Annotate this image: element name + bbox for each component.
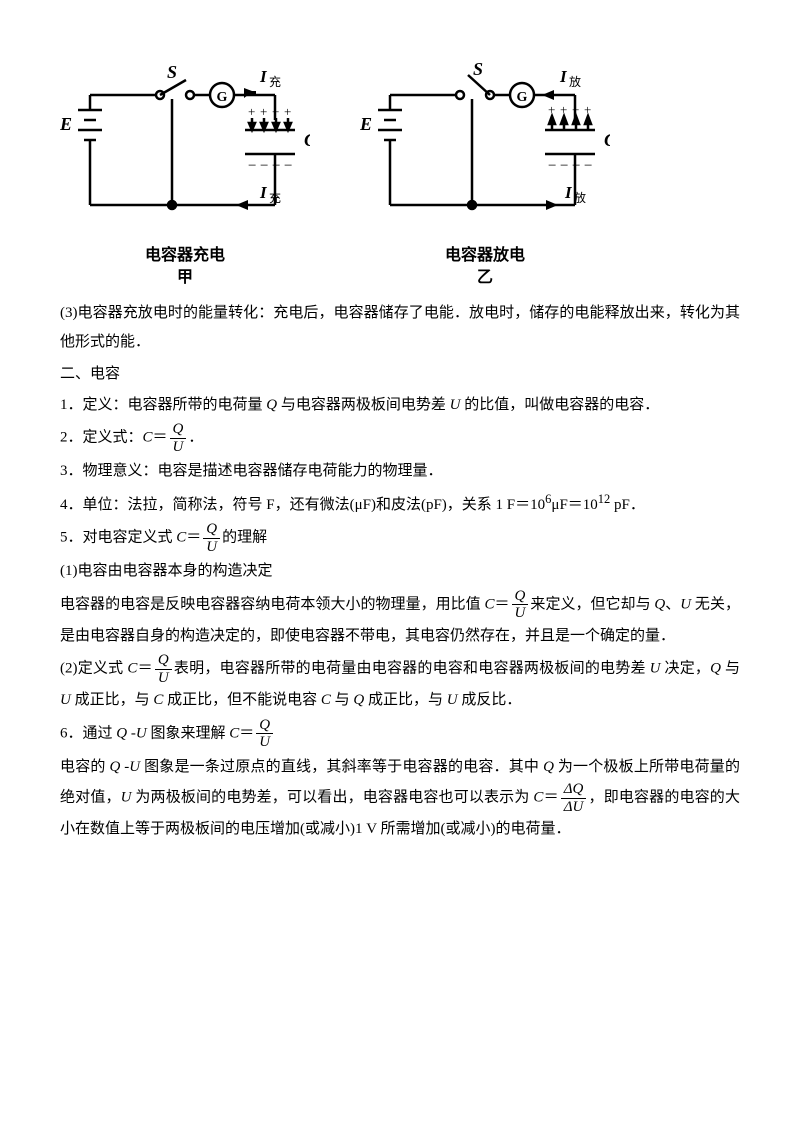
item-2-5-2: (2)定义式 C＝QU表明，电容器所带的电荷量由电容器的电容和电容器两极板间的电… <box>60 652 740 715</box>
item-2-4: 4．单位：法拉，简称法，符号 F，还有微法(μF)和皮法(pF)，关系 1 F＝… <box>60 488 740 520</box>
label-G: G <box>217 90 228 105</box>
label-Isub-top: 充 <box>269 74 281 89</box>
fraction-Q-over-U: QU <box>203 521 220 555</box>
label-Isub-bottom: 放 <box>574 190 586 205</box>
svg-text:+: + <box>248 104 255 119</box>
para-energy: (3)电容器充放电时的能量转化：充电后，电容器储存了电能．放电时，储存的电能释放… <box>60 299 740 356</box>
label-S: S <box>473 59 483 79</box>
svg-text:+: + <box>284 104 291 119</box>
svg-text:−: − <box>260 158 268 174</box>
fraction-Q-over-U: QU <box>256 717 273 751</box>
svg-text:+: + <box>572 102 579 117</box>
item-2-1: 1．定义：电容器所带的电荷量 Q 与电容器两极板间电势差 U 的比值，叫做电容器… <box>60 391 740 420</box>
label-C: C <box>604 130 610 150</box>
item-2-5-1-body: 电容器的电容是反映电容器容纳电荷本领大小的物理量，用比值 C＝QU来定义，但它却… <box>60 588 740 651</box>
section-2-title: 二、电容 <box>60 360 740 389</box>
svg-text:−: − <box>560 158 568 174</box>
svg-text:+: + <box>584 102 591 117</box>
label-S: S <box>167 62 177 82</box>
svg-text:−: − <box>272 158 280 174</box>
label-I-bottom: I <box>564 183 573 202</box>
item-2-5: 5．对电容定义式 C＝QU的理解 <box>60 521 740 555</box>
label-C: C <box>304 130 310 150</box>
caption-discharging: 电容器放电 乙 <box>360 245 610 290</box>
svg-text:+: + <box>272 104 279 119</box>
item-2-2: 2．定义式：C＝QU． <box>60 421 740 455</box>
fraction-Q-over-U: QU <box>155 652 172 686</box>
label-E: E <box>360 114 372 134</box>
caption-charging: 电容器充电 甲 <box>60 245 310 290</box>
label-Isub-bottom: 充 <box>269 190 281 205</box>
svg-text:+: + <box>260 104 267 119</box>
svg-text:+: + <box>548 102 555 117</box>
circuit-discharging-svg: S G I 放 E C + + + + − − − − I 放 <box>360 50 610 230</box>
fraction-dQ-over-dU: ΔQΔU <box>561 781 587 815</box>
label-I-bottom: I <box>259 183 268 202</box>
item-2-6: 6．通过 Q -U 图象来理解 C＝QU <box>60 717 740 751</box>
label-G: G <box>517 90 528 105</box>
diagram-discharging: S G I 放 E C + + + + − − − − I 放 电容器放电 乙 <box>360 50 610 289</box>
label-I-top: I <box>559 67 568 86</box>
label-E: E <box>60 114 72 134</box>
label-Isub-top: 放 <box>569 74 581 89</box>
svg-text:−: − <box>572 158 580 174</box>
svg-text:−: − <box>284 158 292 174</box>
svg-text:+: + <box>560 102 567 117</box>
svg-text:−: − <box>548 158 556 174</box>
fraction-Q-over-U: QU <box>512 588 529 622</box>
label-I-top: I <box>259 67 268 86</box>
svg-text:−: − <box>584 158 592 174</box>
item-2-3: 3．物理意义：电容是描述电容器储存电荷能力的物理量． <box>60 457 740 486</box>
diagrams-row: S G I 充 E C + + + + − − − − I 充 电容器充电 甲 <box>60 50 740 289</box>
item-2-6-body: 电容的 Q -U 图象是一条过原点的直线，其斜率等于电容器的电容．其中 Q 为一… <box>60 753 740 844</box>
svg-text:−: − <box>248 158 256 174</box>
diagram-charging: S G I 充 E C + + + + − − − − I 充 电容器充电 甲 <box>60 50 310 289</box>
fraction-Q-over-U: QU <box>170 421 187 455</box>
circuit-charging-svg: S G I 充 E C + + + + − − − − I 充 <box>60 50 310 230</box>
item-2-5-1: (1)电容由电容器本身的构造决定 <box>60 557 740 586</box>
